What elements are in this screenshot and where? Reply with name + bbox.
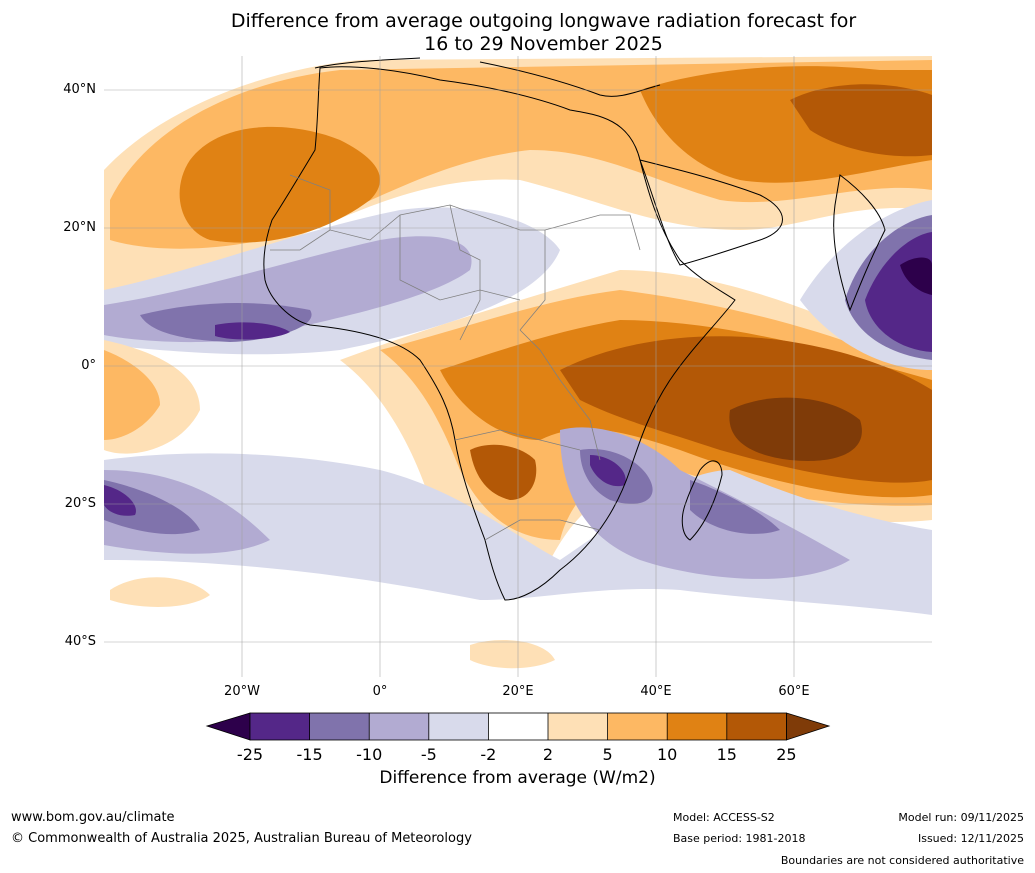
colorbar: [205, 712, 831, 741]
colorbar-tick: -15: [296, 745, 323, 764]
coastlines: [263, 57, 886, 601]
colorbar-swatch: [428, 713, 489, 740]
colorbar-tick: 5: [602, 745, 613, 764]
lat-label: 40°N: [63, 82, 96, 97]
colorbar-swatch: [726, 713, 787, 740]
colorbar-tick: -25: [236, 745, 264, 764]
colorbar-swatch: [250, 713, 310, 740]
lat-label: 40°S: [64, 634, 96, 649]
lon-label: 0°: [372, 684, 388, 699]
colorbar-label: Difference from average (W/m2): [379, 768, 656, 788]
field-sahel-deep-purple: [215, 322, 290, 340]
colorbar-tick: -10: [356, 745, 383, 764]
lon-label: 20°E: [502, 684, 534, 699]
base-period: Base period: 1981-2018: [673, 832, 806, 845]
graticule: [104, 56, 932, 677]
boundaries-disclaimer: Boundaries are not considered authoritat…: [780, 854, 1024, 867]
title-line-1: Difference from average outgoing longwav…: [230, 10, 857, 32]
africa-coastline: [263, 66, 736, 601]
issued-date: Issued: 12/11/2025: [917, 832, 1024, 845]
europe-coastline: [314, 57, 661, 97]
lat-label: 20°S: [64, 496, 96, 511]
colorbar-swatch: [309, 713, 370, 740]
model-name: Model: ACCESS-S2: [673, 811, 775, 824]
field-ne-brown: [790, 84, 932, 157]
field-s-lilac: [104, 427, 850, 579]
colorbar-swatch: [667, 713, 727, 740]
colorbar-tick: 2: [542, 745, 554, 764]
chart-title: Difference from average outgoing longwav…: [0, 10, 1035, 56]
colorbar-swatch: [607, 713, 668, 740]
colorbar-extend-min: [205, 712, 251, 741]
colorbar-swatch: [548, 713, 608, 740]
colorbar-tick: 25: [776, 745, 797, 764]
title-line-2: 16 to 29 November 2025: [424, 33, 663, 55]
field-atlantic-orange: [104, 350, 160, 440]
colorbar-tick: 10: [657, 745, 678, 764]
colorbar-extend-max: [786, 712, 831, 741]
colorbar-tick: -5: [420, 745, 437, 764]
lat-label: 20°N: [63, 220, 96, 235]
colorbar-frame: [249, 712, 787, 741]
madagascar-coastline: [681, 460, 723, 541]
lon-label: 60°E: [778, 684, 810, 699]
colorbar-tick: -2: [480, 745, 497, 764]
lat-label: 0°: [81, 358, 96, 373]
lon-label: 20°W: [224, 684, 260, 699]
country-borders: [270, 174, 641, 541]
lon-label: 40°E: [640, 684, 672, 699]
field-bengal-darkest-purple: [900, 257, 932, 295]
field-sw-africa-brown: [470, 444, 537, 500]
website-link[interactable]: www.bom.gov.au/climate: [11, 810, 175, 825]
colorbar-swatch: [488, 713, 548, 740]
copyright-text: © Commonwealth of Australia 2025, Austra…: [11, 831, 472, 846]
model-run-date: Model run: 09/11/2025: [898, 811, 1024, 824]
field-eq-darkest-brown: [729, 397, 862, 461]
india-coastline: [833, 174, 886, 312]
colorbar-swatch: [369, 713, 429, 740]
field-atlantic-light-orange: [104, 340, 555, 669]
arabia-coastline: [639, 159, 783, 266]
colorbar-tick: 15: [716, 745, 737, 764]
